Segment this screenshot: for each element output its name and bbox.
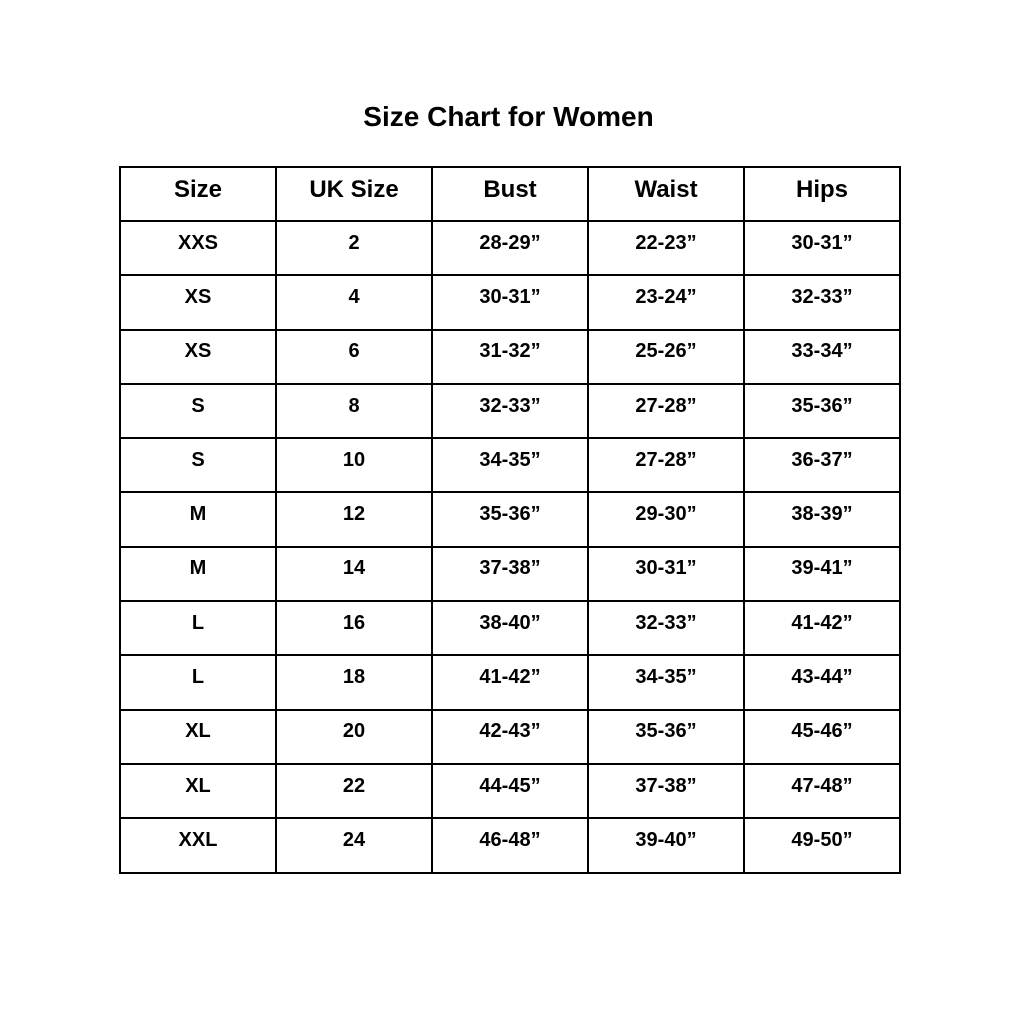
- table-cell: 23-24”: [587, 274, 745, 331]
- table-cell: 14: [275, 545, 433, 603]
- table-row: XXL 24 46-48” 39-40” 49-50”: [119, 817, 901, 874]
- table-cell: XL: [119, 762, 277, 820]
- table-cell: 37-38”: [431, 545, 589, 603]
- size-chart-table: Size UK Size Bust Waist Hips XXS 2 28-29” 22-23…: [119, 166, 901, 874]
- table-row: XS 6 31-32” 25-26” 33-34”: [119, 328, 901, 385]
- table-cell: 46-48”: [431, 817, 589, 874]
- table-cell: 32-33”: [743, 274, 901, 331]
- table-cell: 35-36”: [743, 382, 901, 440]
- table-row: L 16 38-40” 32-33” 41-42”: [119, 600, 901, 657]
- table-header-row: Size UK Size Bust Waist Hips: [119, 166, 901, 222]
- table-cell: 38-40”: [431, 600, 589, 657]
- table-cell: L: [119, 600, 277, 657]
- table-row: L 18 41-42” 34-35” 43-44”: [119, 654, 901, 711]
- table-cell: 28-29”: [431, 219, 589, 277]
- table-cell: 34-35”: [431, 437, 589, 494]
- table-cell: 27-28”: [587, 382, 745, 440]
- table-cell: XS: [119, 274, 277, 331]
- table-cell: 20: [275, 708, 433, 765]
- table-cell: 24: [275, 817, 433, 874]
- table-cell: 30-31”: [587, 545, 745, 603]
- table-cell: 47-48”: [743, 762, 901, 820]
- table-cell: 16: [275, 600, 433, 657]
- table-cell: 39-40”: [587, 817, 745, 874]
- column-header: Hips: [743, 166, 901, 222]
- table-cell: 22: [275, 762, 433, 820]
- column-header: UK Size: [275, 166, 433, 222]
- column-header: Bust: [431, 166, 589, 222]
- table-cell: 10: [275, 437, 433, 494]
- table-cell: 2: [275, 219, 433, 277]
- table-row: XL 22 44-45” 37-38” 47-48”: [119, 762, 901, 820]
- page-title: Size Chart for Women: [363, 101, 654, 132]
- table-cell: 42-43”: [431, 708, 589, 765]
- table-cell: XS: [119, 328, 277, 385]
- table-cell: 44-45”: [431, 762, 589, 820]
- table-cell: 37-38”: [587, 762, 745, 820]
- column-header: Waist: [587, 166, 745, 222]
- table-cell: 43-44”: [743, 654, 901, 711]
- table-cell: 41-42”: [743, 600, 901, 657]
- table-row: XS 4 30-31” 23-24” 32-33”: [119, 274, 901, 331]
- table-cell: 32-33”: [587, 600, 745, 657]
- table-row: M 12 35-36” 29-30” 38-39”: [119, 491, 901, 548]
- table-cell: 27-28”: [587, 437, 745, 494]
- table-row: S 10 34-35” 27-28” 36-37”: [119, 437, 901, 494]
- column-header: Size: [119, 166, 277, 222]
- table-cell: 41-42”: [431, 654, 589, 711]
- table-cell: 32-33”: [431, 382, 589, 440]
- table-cell: 35-36”: [587, 708, 745, 765]
- table-row: M 14 37-38” 30-31” 39-41”: [119, 545, 901, 603]
- table-cell: L: [119, 654, 277, 711]
- table-row: XL 20 42-43” 35-36” 45-46”: [119, 708, 901, 765]
- table-cell: 35-36”: [431, 491, 589, 548]
- table-cell: XL: [119, 708, 277, 765]
- table-cell: 45-46”: [743, 708, 901, 765]
- table-cell: M: [119, 545, 277, 603]
- table-row: S 8 32-33” 27-28” 35-36”: [119, 382, 901, 440]
- table-cell: 25-26”: [587, 328, 745, 385]
- table-cell: XXL: [119, 817, 277, 874]
- table-cell: 31-32”: [431, 328, 589, 385]
- table-cell: 49-50”: [743, 817, 901, 874]
- table-cell: S: [119, 382, 277, 440]
- table-cell: 30-31”: [743, 219, 901, 277]
- table-cell: 30-31”: [431, 274, 589, 331]
- table-row: XXS 2 28-29” 22-23” 30-31”: [119, 219, 901, 277]
- table-cell: 29-30”: [587, 491, 745, 548]
- table-cell: 18: [275, 654, 433, 711]
- table-cell: 6: [275, 328, 433, 385]
- table-cell: 8: [275, 382, 433, 440]
- table-cell: 34-35”: [587, 654, 745, 711]
- table-cell: S: [119, 437, 277, 494]
- table-cell: 22-23”: [587, 219, 745, 277]
- table-cell: M: [119, 491, 277, 548]
- table-cell: 39-41”: [743, 545, 901, 603]
- table-cell: XXS: [119, 219, 277, 277]
- table-cell: 38-39”: [743, 491, 901, 548]
- table-cell: 33-34”: [743, 328, 901, 385]
- table-cell: 36-37”: [743, 437, 901, 494]
- table-cell: 4: [275, 274, 433, 331]
- table-cell: 12: [275, 491, 433, 548]
